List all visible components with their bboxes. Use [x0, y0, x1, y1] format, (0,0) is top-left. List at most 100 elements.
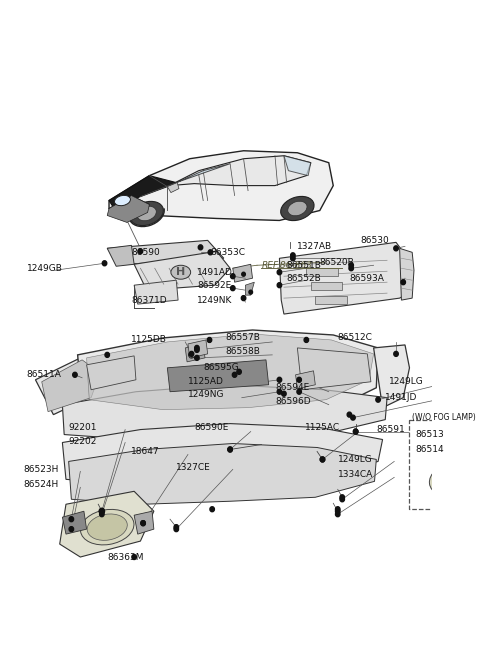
Text: 1327AB: 1327AB [298, 242, 333, 251]
Circle shape [347, 412, 352, 417]
Polygon shape [134, 511, 154, 534]
Ellipse shape [288, 201, 307, 215]
Text: 86530: 86530 [360, 236, 389, 245]
Circle shape [351, 415, 355, 420]
Ellipse shape [281, 196, 314, 221]
Circle shape [349, 263, 353, 268]
Text: 1125DB: 1125DB [132, 335, 168, 345]
Circle shape [72, 372, 77, 377]
Text: 1491JD: 1491JD [385, 393, 418, 402]
Text: 18647: 18647 [132, 447, 160, 456]
Text: 1491AD: 1491AD [197, 268, 233, 276]
Circle shape [394, 351, 398, 356]
Circle shape [394, 246, 398, 251]
Circle shape [228, 447, 232, 452]
Text: 86552B: 86552B [287, 274, 321, 283]
Circle shape [291, 253, 295, 258]
Polygon shape [188, 340, 208, 358]
Circle shape [228, 447, 232, 452]
Text: 86513: 86513 [416, 430, 444, 439]
Polygon shape [168, 360, 269, 392]
Ellipse shape [87, 514, 127, 540]
Polygon shape [279, 242, 407, 314]
Polygon shape [109, 196, 149, 221]
Ellipse shape [115, 195, 131, 206]
Circle shape [99, 508, 105, 514]
Polygon shape [400, 248, 414, 300]
Polygon shape [107, 240, 224, 264]
Text: 86596D: 86596D [275, 397, 311, 406]
Circle shape [249, 290, 252, 294]
Polygon shape [62, 511, 86, 534]
Text: 86595G: 86595G [203, 364, 239, 372]
Text: 86551B: 86551B [287, 261, 322, 270]
Polygon shape [245, 282, 254, 295]
Text: 86363M: 86363M [107, 553, 144, 561]
Polygon shape [60, 491, 154, 557]
Text: 1249GB: 1249GB [26, 264, 62, 272]
Circle shape [198, 245, 203, 250]
Circle shape [141, 521, 145, 526]
Circle shape [132, 555, 136, 559]
Circle shape [102, 261, 107, 266]
Circle shape [237, 369, 241, 374]
Circle shape [291, 256, 295, 261]
Text: (W/O FOG LAMP): (W/O FOG LAMP) [412, 413, 476, 422]
Circle shape [320, 457, 325, 462]
Text: 86593A: 86593A [349, 274, 384, 283]
Text: 92202: 92202 [69, 437, 97, 446]
Circle shape [195, 347, 199, 352]
Ellipse shape [171, 265, 191, 279]
Circle shape [174, 527, 179, 532]
Polygon shape [107, 246, 134, 267]
Circle shape [336, 509, 340, 514]
Circle shape [189, 352, 194, 358]
Circle shape [277, 270, 282, 274]
Circle shape [401, 280, 406, 285]
Text: 1249NG: 1249NG [188, 390, 225, 399]
Circle shape [297, 377, 301, 383]
Circle shape [297, 389, 301, 394]
Circle shape [353, 429, 358, 434]
Circle shape [141, 521, 145, 526]
Bar [409, 420, 480, 509]
Circle shape [277, 377, 282, 383]
Polygon shape [36, 355, 107, 415]
Text: 86353C: 86353C [210, 248, 245, 257]
Polygon shape [298, 348, 371, 390]
Text: 92201: 92201 [69, 423, 97, 432]
Polygon shape [168, 156, 311, 187]
Text: 1327CE: 1327CE [176, 463, 211, 472]
Polygon shape [233, 264, 252, 282]
Ellipse shape [130, 201, 163, 225]
Text: 86511A: 86511A [26, 370, 61, 379]
Polygon shape [168, 164, 230, 187]
Polygon shape [42, 360, 100, 411]
Text: 1125AC: 1125AC [304, 423, 340, 432]
Circle shape [195, 345, 199, 350]
Text: 86590E: 86590E [194, 423, 228, 432]
Ellipse shape [81, 510, 134, 545]
Circle shape [353, 429, 358, 434]
Text: REF.86-863: REF.86-863 [262, 261, 312, 270]
Polygon shape [78, 330, 378, 418]
Circle shape [230, 286, 235, 291]
Circle shape [443, 459, 448, 464]
Ellipse shape [137, 206, 156, 221]
Circle shape [232, 372, 237, 377]
Text: 86523H: 86523H [24, 465, 59, 474]
Circle shape [336, 512, 340, 517]
Circle shape [241, 295, 246, 301]
Circle shape [100, 509, 104, 514]
Polygon shape [107, 196, 149, 223]
Text: 86524H: 86524H [24, 480, 59, 489]
Polygon shape [134, 280, 178, 304]
Circle shape [340, 495, 345, 500]
Circle shape [69, 527, 73, 532]
Circle shape [174, 525, 179, 530]
Text: 86591: 86591 [376, 425, 405, 434]
Circle shape [320, 457, 325, 462]
Polygon shape [185, 344, 205, 362]
Polygon shape [296, 371, 315, 388]
Polygon shape [109, 176, 176, 208]
